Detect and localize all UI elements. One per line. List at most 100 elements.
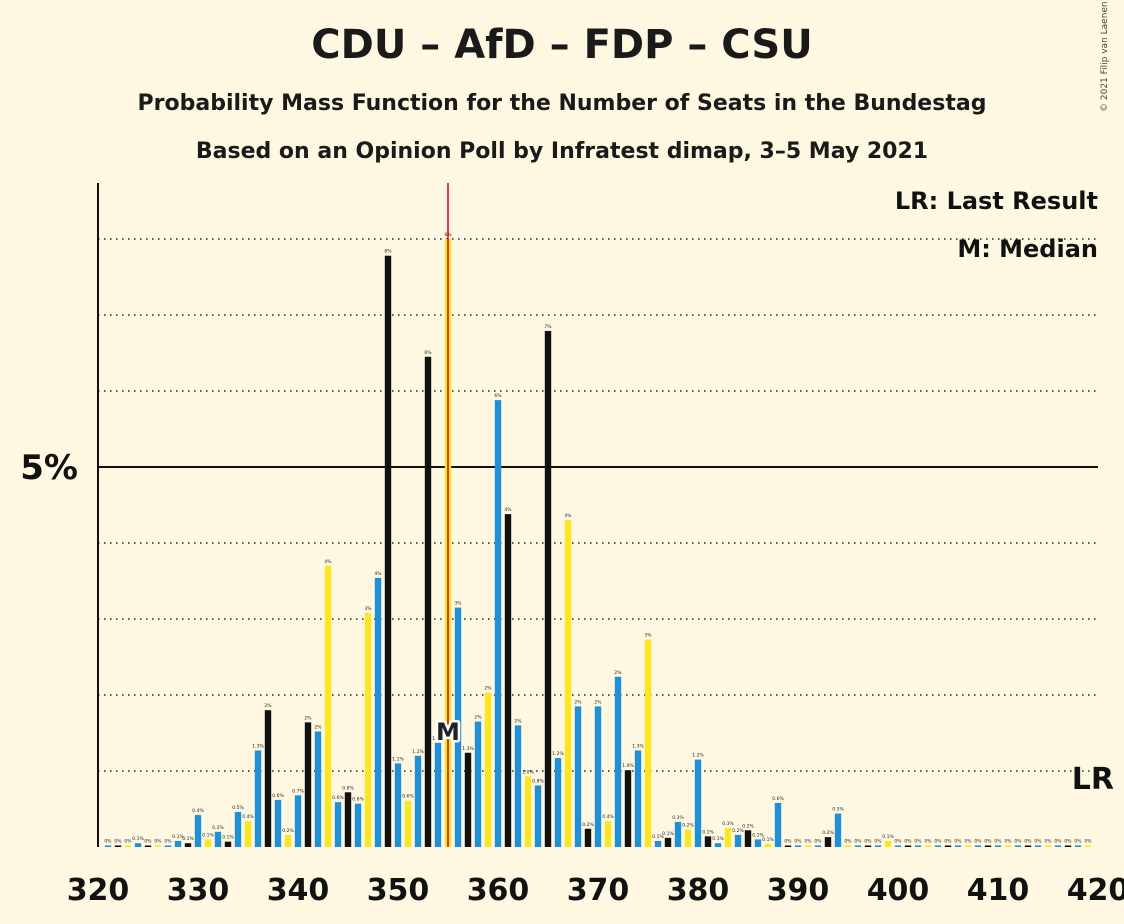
bar-seats-400 [894,845,902,847]
bar-data-label: 0% [984,838,992,844]
bar-seats-413 [1024,845,1032,847]
bar-data-label: 1.2% [412,749,424,755]
bar-seats-337 [264,710,272,847]
bar-seats-335 [244,821,252,847]
bar-seats-331 [204,839,212,847]
bar-seats-366 [554,758,562,847]
bar-data-label: 4% [374,571,382,577]
bar-data-label: 0% [814,838,822,844]
bar-seats-392 [814,845,822,847]
bar-data-label: 0.6% [402,794,414,800]
bar-seats-362 [514,725,522,847]
bar-seats-379 [684,829,692,847]
bar-seats-394 [834,813,842,847]
bar-seats-341 [304,722,312,847]
bar-data-label: 0% [154,838,162,844]
bar-data-label: 2% [594,699,602,705]
bar-data-label: 0.1% [172,834,184,840]
bar-data-label: 0% [144,838,152,844]
bar-data-label: 0.2% [732,828,744,834]
x-tick-label: 400 [867,873,930,908]
bar-seats-333 [224,841,232,847]
bar-seats-360 [494,400,502,847]
bar-data-label: 0% [964,838,972,844]
x-tick-label: 330 [167,873,230,908]
y-tick-label: 5% [20,448,78,488]
bar-seats-363 [524,776,532,847]
bar-data-label: 3% [454,601,462,607]
bar-seats-338 [274,799,282,847]
bar-seats-322 [114,845,122,847]
bar-seats-349 [384,255,392,848]
bar-seats-406 [954,845,962,847]
bar-data-label: 0.1% [662,831,674,837]
x-tick-label: 420 [1067,873,1124,908]
bar-seats-411 [1004,845,1012,847]
bar-data-label: 0% [1064,838,1072,844]
bar-data-label: 7% [544,324,552,330]
bar-seats-324 [134,843,142,847]
bar-data-label: 0% [1074,838,1082,844]
bar-data-label: 0% [1054,838,1062,844]
bar-data-label: 0.1% [712,836,724,842]
bar-data-label: 0% [924,838,932,844]
median-marker: M [436,718,460,746]
bar-seats-417 [1064,845,1072,847]
bar-data-label: 0.5% [232,805,244,811]
bar-data-label: 0.1% [222,835,234,841]
bar-data-label: 0.2% [682,823,694,829]
bar-seats-383 [724,828,732,847]
bar-seats-375 [644,639,652,847]
bar-data-label: 0% [1024,838,1032,844]
bar-data-label: 0.1% [702,829,714,835]
bar-data-label: 8% [384,249,392,255]
bar-data-label: 0% [934,838,942,844]
legend-entry: M: Median [957,235,1098,263]
bar-seats-332 [214,831,222,847]
bar-seats-377 [664,837,672,847]
bar-data-label: 1.3% [632,743,644,749]
bar-seats-378 [674,821,682,847]
bar-seats-340 [294,795,302,847]
bar-data-label: 0% [954,838,962,844]
bar-seats-415 [1044,845,1052,847]
bar-seats-342 [314,731,322,847]
bar-seats-330 [194,815,202,847]
bar-seats-408 [974,845,982,847]
bar-seats-339 [284,834,292,847]
bar-data-label: 0.1% [762,837,774,843]
bar-data-label: 0% [994,838,1002,844]
last-result-label: LR [1072,762,1114,797]
bar-data-label: 0.1% [652,834,664,840]
bar-seats-399 [884,840,892,847]
bar-seats-323 [124,845,132,847]
x-tick-label: 350 [367,873,430,908]
bar-seats-414 [1034,845,1042,847]
bar-seats-327 [164,845,172,847]
x-tick-label: 410 [967,873,1030,908]
bar-seats-387 [764,843,772,847]
bar-seats-382 [714,843,722,847]
bar-seats-354 [434,742,442,847]
bar-seats-365 [544,330,552,848]
bar-seats-357 [464,752,472,847]
bar-seats-401 [904,845,912,847]
bar-seats-395 [844,845,852,847]
bar-data-label: 4% [564,513,572,519]
bar-data-label: 0.6% [272,793,284,799]
bar-data-label: 0.3% [672,815,684,821]
bar-data-label: 0% [784,838,792,844]
bar-seats-412 [1014,845,1022,847]
bar-data-label: 0.8% [532,778,544,784]
bar-seats-393 [824,837,832,847]
bar-data-label: 0.4% [242,814,254,820]
bar-data-label: 2% [614,670,622,676]
bar-data-label: 0.6% [352,797,364,803]
bar-data-label: 0.2% [582,822,594,828]
bar-data-label: 0.2% [282,828,294,834]
bar-seats-384 [734,834,742,847]
bar-seats-376 [654,840,662,847]
bar-data-label: 4% [324,559,332,565]
bar-seats-405 [944,845,952,847]
